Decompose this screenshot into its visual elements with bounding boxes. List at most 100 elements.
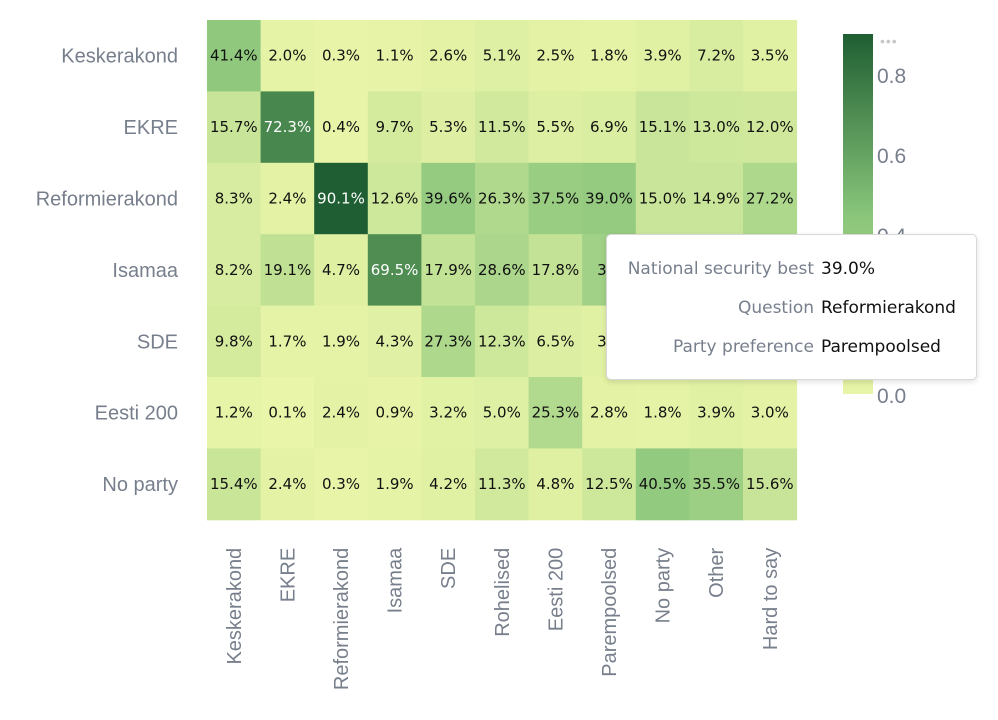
- cell-value-label: 27.3%: [424, 332, 472, 350]
- heatmap-cell[interactable]: [367, 377, 422, 449]
- heatmap-cell[interactable]: [367, 234, 422, 307]
- heatmap-cell[interactable]: [635, 377, 690, 449]
- heatmap-cell[interactable]: [475, 162, 530, 235]
- heatmap-cell[interactable]: [314, 377, 369, 449]
- heatmap-cell[interactable]: [367, 20, 422, 92]
- heatmap-cell[interactable]: [475, 91, 530, 164]
- cell-value-label: 8.2%: [215, 261, 253, 279]
- heatmap-cell[interactable]: [207, 20, 262, 92]
- heatmap-cell[interactable]: [528, 448, 583, 521]
- heatmap-cell[interactable]: [367, 91, 422, 164]
- heatmap-cell[interactable]: [743, 377, 798, 449]
- cell-value-label: 37.5%: [532, 190, 580, 208]
- heatmap-cell[interactable]: [635, 162, 690, 235]
- heatmap-cell[interactable]: [260, 91, 315, 164]
- cell-value-label: 6.5%: [536, 332, 574, 350]
- heatmap-cell[interactable]: [207, 162, 262, 235]
- heatmap-cell[interactable]: [689, 20, 744, 92]
- row-label: SDE: [137, 331, 178, 353]
- column-label: Keskerakond: [224, 548, 246, 665]
- heatmap-cell[interactable]: [260, 234, 315, 307]
- heatmap-cell[interactable]: [207, 305, 262, 378]
- heatmap-cell[interactable]: [260, 448, 315, 521]
- heatmap-cell[interactable]: [367, 448, 422, 521]
- tooltip-key: Party preference: [673, 337, 814, 357]
- heatmap-cell[interactable]: [528, 20, 583, 92]
- more-options-icon[interactable]: •••: [880, 33, 898, 49]
- cell-value-label: 69.5%: [371, 261, 419, 279]
- heatmap-cell[interactable]: [475, 305, 530, 378]
- heatmap-cell[interactable]: [635, 448, 690, 521]
- cell-value-label: 3.2%: [429, 404, 467, 422]
- cell-value-label: 39.0%: [585, 190, 633, 208]
- tooltip-value: Parempoolsed: [821, 337, 941, 357]
- hover-tooltip: National security best 39.0% Question Re…: [606, 234, 977, 380]
- heatmap-cell[interactable]: [528, 91, 583, 164]
- cell-value-label: 7.2%: [697, 47, 735, 65]
- tooltip-row: Party preference Parempoolsed: [607, 335, 978, 359]
- heatmap-cell[interactable]: [314, 20, 369, 92]
- heatmap-cell[interactable]: [475, 448, 530, 521]
- heatmap-cell[interactable]: [314, 91, 369, 164]
- heatmap-cell[interactable]: [207, 234, 262, 307]
- heatmap-cell[interactable]: [528, 305, 583, 378]
- heatmap-cell[interactable]: [207, 377, 262, 449]
- tooltip-row: Question Reformierakond: [607, 296, 978, 320]
- heatmap-cell[interactable]: [314, 162, 369, 235]
- cell-value-label: 3.9%: [644, 47, 682, 65]
- heatmap-cell[interactable]: [314, 234, 369, 307]
- heatmap-cell[interactable]: [582, 162, 637, 235]
- heatmap-cell[interactable]: [421, 234, 476, 307]
- heatmap-cell[interactable]: [528, 162, 583, 235]
- cell-value-label: 2.5%: [536, 47, 574, 65]
- heatmap-cell[interactable]: [367, 162, 422, 235]
- heatmap-cell[interactable]: [314, 305, 369, 378]
- heatmap-cell[interactable]: [582, 448, 637, 521]
- cell-value-label: 15.1%: [639, 118, 687, 136]
- cell-value-label: 12.3%: [478, 332, 526, 350]
- heatmap-cell[interactable]: [689, 377, 744, 449]
- heatmap-cell[interactable]: [367, 305, 422, 378]
- heatmap-cell[interactable]: [582, 91, 637, 164]
- heatmap-cell[interactable]: [207, 91, 262, 164]
- cell-value-label: 4.2%: [429, 475, 467, 493]
- heatmap-cell[interactable]: [475, 20, 530, 92]
- heatmap-cell[interactable]: [689, 162, 744, 235]
- heatmap-cell[interactable]: [475, 234, 530, 307]
- heatmap-cell[interactable]: [635, 20, 690, 92]
- row-label: Reformierakond: [36, 189, 178, 211]
- cell-value-label: 1.8%: [644, 404, 682, 422]
- cell-value-label: 15.4%: [210, 475, 258, 493]
- tooltip-key: Question: [737, 298, 814, 318]
- heatmap-cell[interactable]: [314, 448, 369, 521]
- heatmap-cell[interactable]: [260, 20, 315, 92]
- heatmap-cell[interactable]: [421, 20, 476, 92]
- heatmap-cell[interactable]: [743, 448, 798, 521]
- heatmap-cell[interactable]: [260, 305, 315, 378]
- heatmap-cell[interactable]: [421, 162, 476, 235]
- colorbar-tick-label: 0.8: [877, 65, 906, 88]
- heatmap-cell[interactable]: [260, 162, 315, 235]
- cell-value-label: 2.0%: [268, 47, 306, 65]
- heatmap-cell[interactable]: [260, 377, 315, 449]
- heatmap-cell[interactable]: [689, 91, 744, 164]
- heatmap-cell[interactable]: [743, 20, 798, 92]
- heatmap-cell[interactable]: [421, 377, 476, 449]
- heatmap-cell[interactable]: [528, 234, 583, 307]
- heatmap-cell[interactable]: [689, 448, 744, 521]
- heatmap-cell[interactable]: [582, 377, 637, 449]
- heatmap-cell[interactable]: [743, 162, 798, 235]
- heatmap-cell[interactable]: [528, 377, 583, 449]
- heatmap-cell[interactable]: [421, 91, 476, 164]
- row-label: Keskerakond: [61, 46, 178, 68]
- heatmap-cell[interactable]: [421, 448, 476, 521]
- heatmap-cell[interactable]: [635, 91, 690, 164]
- heatmap-cell[interactable]: [421, 305, 476, 378]
- heatmap-cell[interactable]: [475, 377, 530, 449]
- heatmap-cell[interactable]: [743, 91, 798, 164]
- column-label: Rohelised: [492, 548, 514, 637]
- heatmap-cell[interactable]: [582, 20, 637, 92]
- cell-value-label: 9.8%: [215, 332, 253, 350]
- cell-value-label: 17.9%: [424, 261, 472, 279]
- heatmap-cell[interactable]: [207, 448, 262, 521]
